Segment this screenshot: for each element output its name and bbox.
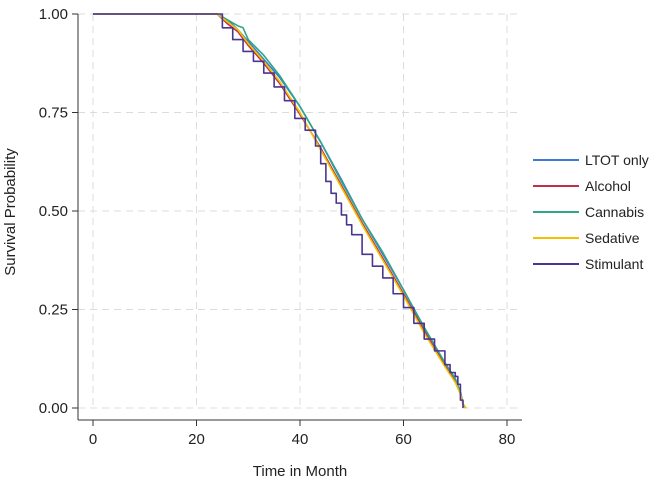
y-tick-label: 0.75 bbox=[39, 105, 68, 122]
x-tick-label: 20 bbox=[188, 431, 205, 448]
legend-label: Cannabis bbox=[585, 204, 644, 220]
x-tick-label: 80 bbox=[499, 431, 516, 448]
legend: LTOT only Alcohol Cannabis Sedative Stimulan… bbox=[533, 152, 649, 272]
x-tick-label: 0 bbox=[89, 431, 97, 448]
legend-label: Stimulant bbox=[585, 256, 643, 272]
x-axis-title: Time in Month bbox=[253, 463, 347, 480]
series-line-cannabis bbox=[93, 13, 467, 409]
series-line-alcohol bbox=[93, 13, 467, 409]
x-tick-label: 40 bbox=[292, 431, 309, 448]
legend-label: Sedative bbox=[585, 230, 640, 246]
y-tick-label: 0.00 bbox=[39, 400, 68, 417]
y-tick-label: 1.00 bbox=[39, 6, 68, 23]
y-tick-label: 0.25 bbox=[39, 302, 68, 319]
series-line-ltot-only bbox=[93, 13, 467, 409]
grid-layer bbox=[78, 13, 522, 410]
legend-label: LTOT only bbox=[585, 152, 649, 168]
series-layer bbox=[93, 13, 467, 409]
series-line-stimulant bbox=[93, 13, 464, 408]
y-axis-title: Survival Probability bbox=[2, 148, 19, 276]
series-line-sedative bbox=[93, 13, 467, 409]
y-tick-label: 0.50 bbox=[39, 203, 68, 220]
x-tick-label: 60 bbox=[395, 431, 412, 448]
legend-label: Alcohol bbox=[585, 178, 631, 194]
axes-layer: 0 20 40 60 80 0.00 0.25 0.50 0.75 1.00 bbox=[39, 6, 522, 448]
